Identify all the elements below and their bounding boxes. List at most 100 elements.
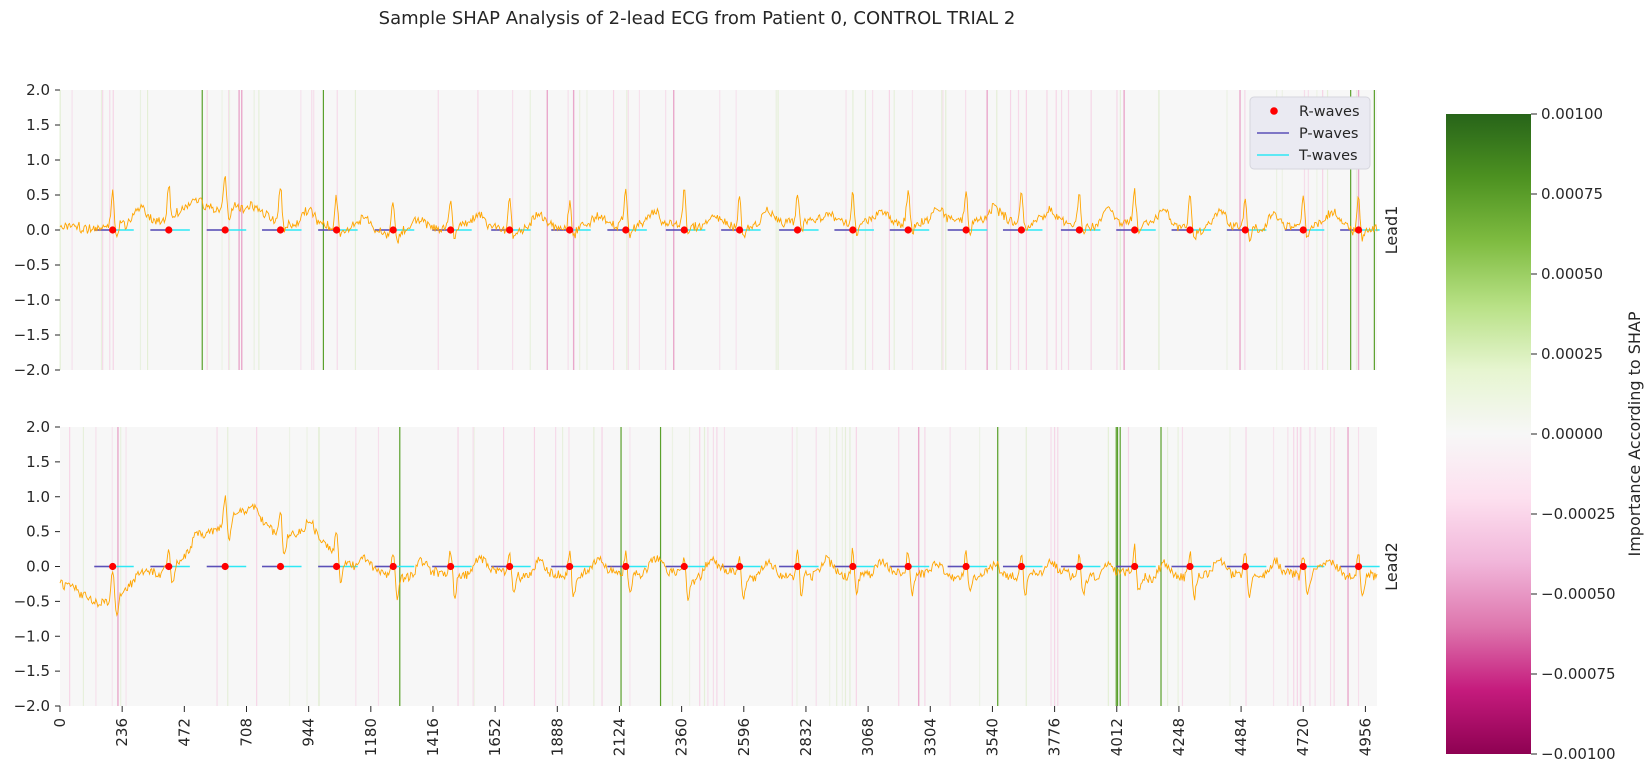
r-wave [1075, 226, 1083, 234]
legend-box [1249, 96, 1371, 170]
lead-label: Lead2 [1382, 542, 1401, 591]
r-wave [1017, 226, 1026, 234]
x-tick-label: 4484 [1232, 718, 1250, 756]
r-wave [389, 226, 397, 234]
r-wave [735, 226, 744, 234]
r-wave [1299, 562, 1307, 571]
legend-swatch [1270, 107, 1278, 115]
r-wave [566, 226, 574, 234]
y-tick-label: −2.0 [14, 697, 50, 715]
r-wave [109, 562, 117, 571]
r-wave-markers [109, 562, 1363, 571]
x-tick-label: 3540 [983, 718, 1001, 756]
r-wave [332, 562, 341, 571]
r-wave [1131, 226, 1139, 234]
r-wave [849, 226, 857, 234]
r-wave [680, 226, 688, 234]
r-wave [622, 562, 630, 571]
r-wave [276, 226, 285, 234]
r-wave [332, 226, 341, 234]
y-tick-label: −1.0 [14, 291, 50, 309]
r-wave [904, 562, 912, 571]
colorbar-tick-label: 0.00025 [1541, 345, 1603, 363]
r-wave [506, 226, 514, 234]
r-wave [735, 562, 744, 571]
x-tick-label: 3304 [921, 718, 939, 756]
x-tick-label: 236 [113, 718, 131, 747]
y-tick-label: 0.5 [26, 186, 50, 204]
colorbar-tick-label: 0.00075 [1541, 185, 1603, 203]
y-axis: 2.0 1.5 1.0 0.5 0.0 −0.5 −1.0 −1.5 −2.0 [14, 418, 60, 715]
x-tick-label: 4720 [1294, 718, 1312, 756]
r-wave [165, 562, 173, 571]
x-tick-label: 1416 [424, 718, 442, 756]
colorbar-tick-label: 0.00000 [1541, 425, 1603, 443]
legend-label: R-waves [1299, 104, 1360, 120]
legend-label: T-waves [1298, 148, 1358, 164]
x-tick-label: 708 [237, 718, 255, 747]
y-tick-label: 1.5 [26, 453, 50, 471]
r-wave [1131, 562, 1139, 571]
panel-lead2: 2.0 1.5 1.0 0.5 0.0 −0.5 −1.0 −1.5 −2.0 Lead2 [14, 418, 1401, 715]
chart-title: Sample SHAP Analysis of 2-lead ECG from … [379, 8, 1016, 29]
x-tick-label: 944 [300, 718, 318, 747]
x-tick-label: 2360 [673, 718, 691, 756]
r-wave-markers [109, 226, 1363, 234]
r-wave [506, 562, 514, 571]
r-wave [1241, 226, 1249, 234]
r-wave [622, 226, 630, 234]
colorbar: 0.00100 0.00075 0.00050 0.00025 0.00000 −0.00… [1446, 105, 1644, 763]
r-wave [904, 226, 912, 234]
r-wave [962, 226, 970, 234]
r-wave [793, 562, 802, 571]
x-tick-label: 1180 [362, 718, 380, 756]
y-tick-label: 1.0 [26, 151, 50, 169]
colorbar-tick-label: −0.00100 [1541, 745, 1616, 763]
y-tick-label: 2.0 [26, 81, 50, 99]
y-tick-label: 1.0 [26, 488, 50, 506]
x-tick-label: 3776 [1046, 718, 1064, 756]
r-wave [447, 562, 455, 571]
lead-label: Lead1 [1382, 206, 1401, 255]
r-wave [1299, 226, 1307, 234]
ecg-trace [59, 495, 1378, 617]
y-tick-label: −0.5 [14, 256, 50, 274]
x-tick-label: 3068 [859, 718, 877, 756]
y-tick-label: −1.0 [14, 627, 50, 645]
x-tick-label: 2832 [797, 718, 815, 756]
r-wave [1075, 562, 1083, 571]
legend: R-waves P-waves T-waves [1249, 96, 1371, 170]
ecg-trace [59, 176, 1378, 244]
x-tick-label: 2124 [610, 718, 628, 756]
colorbar-label: Importance According to SHAP [1625, 311, 1644, 556]
r-wave [1241, 562, 1249, 571]
x-tick-label: 1888 [548, 718, 566, 756]
x-axis: 0 236 472 708 944 1180 1416 1652 1888 2124 2360 259… [51, 706, 1374, 756]
y-tick-label: 0.0 [26, 558, 50, 576]
colorbar-gradient [1446, 114, 1531, 754]
r-wave [962, 562, 970, 571]
colorbar-tick-label: 0.00100 [1541, 105, 1603, 123]
y-tick-label: −1.5 [14, 326, 50, 344]
r-wave [566, 562, 574, 571]
x-tick-label: 4956 [1356, 718, 1374, 756]
x-tick-label: 0 [51, 718, 69, 728]
panel-lead1: 2.0 1.5 1.0 0.5 0.0 −0.5 −1.0 −1.5 −2.0 Lead1 [14, 81, 1401, 379]
r-wave [680, 562, 688, 571]
y-tick-label: 0.5 [26, 523, 50, 541]
y-tick-label: −1.5 [14, 662, 50, 680]
colorbar-tick-label: 0.00050 [1541, 265, 1603, 283]
y-tick-label: 1.5 [26, 116, 50, 134]
y-tick-label: 0.0 [26, 221, 50, 239]
r-wave [1186, 562, 1194, 571]
r-wave [1354, 226, 1363, 234]
colorbar-tick-label: −0.00075 [1541, 665, 1616, 683]
r-wave [1017, 562, 1026, 571]
r-wave [276, 562, 285, 571]
r-wave [1186, 226, 1194, 234]
legend-label: P-waves [1299, 126, 1358, 142]
colorbar-tick-label: −0.00025 [1541, 505, 1616, 523]
r-wave [221, 226, 229, 234]
r-wave [165, 226, 173, 234]
